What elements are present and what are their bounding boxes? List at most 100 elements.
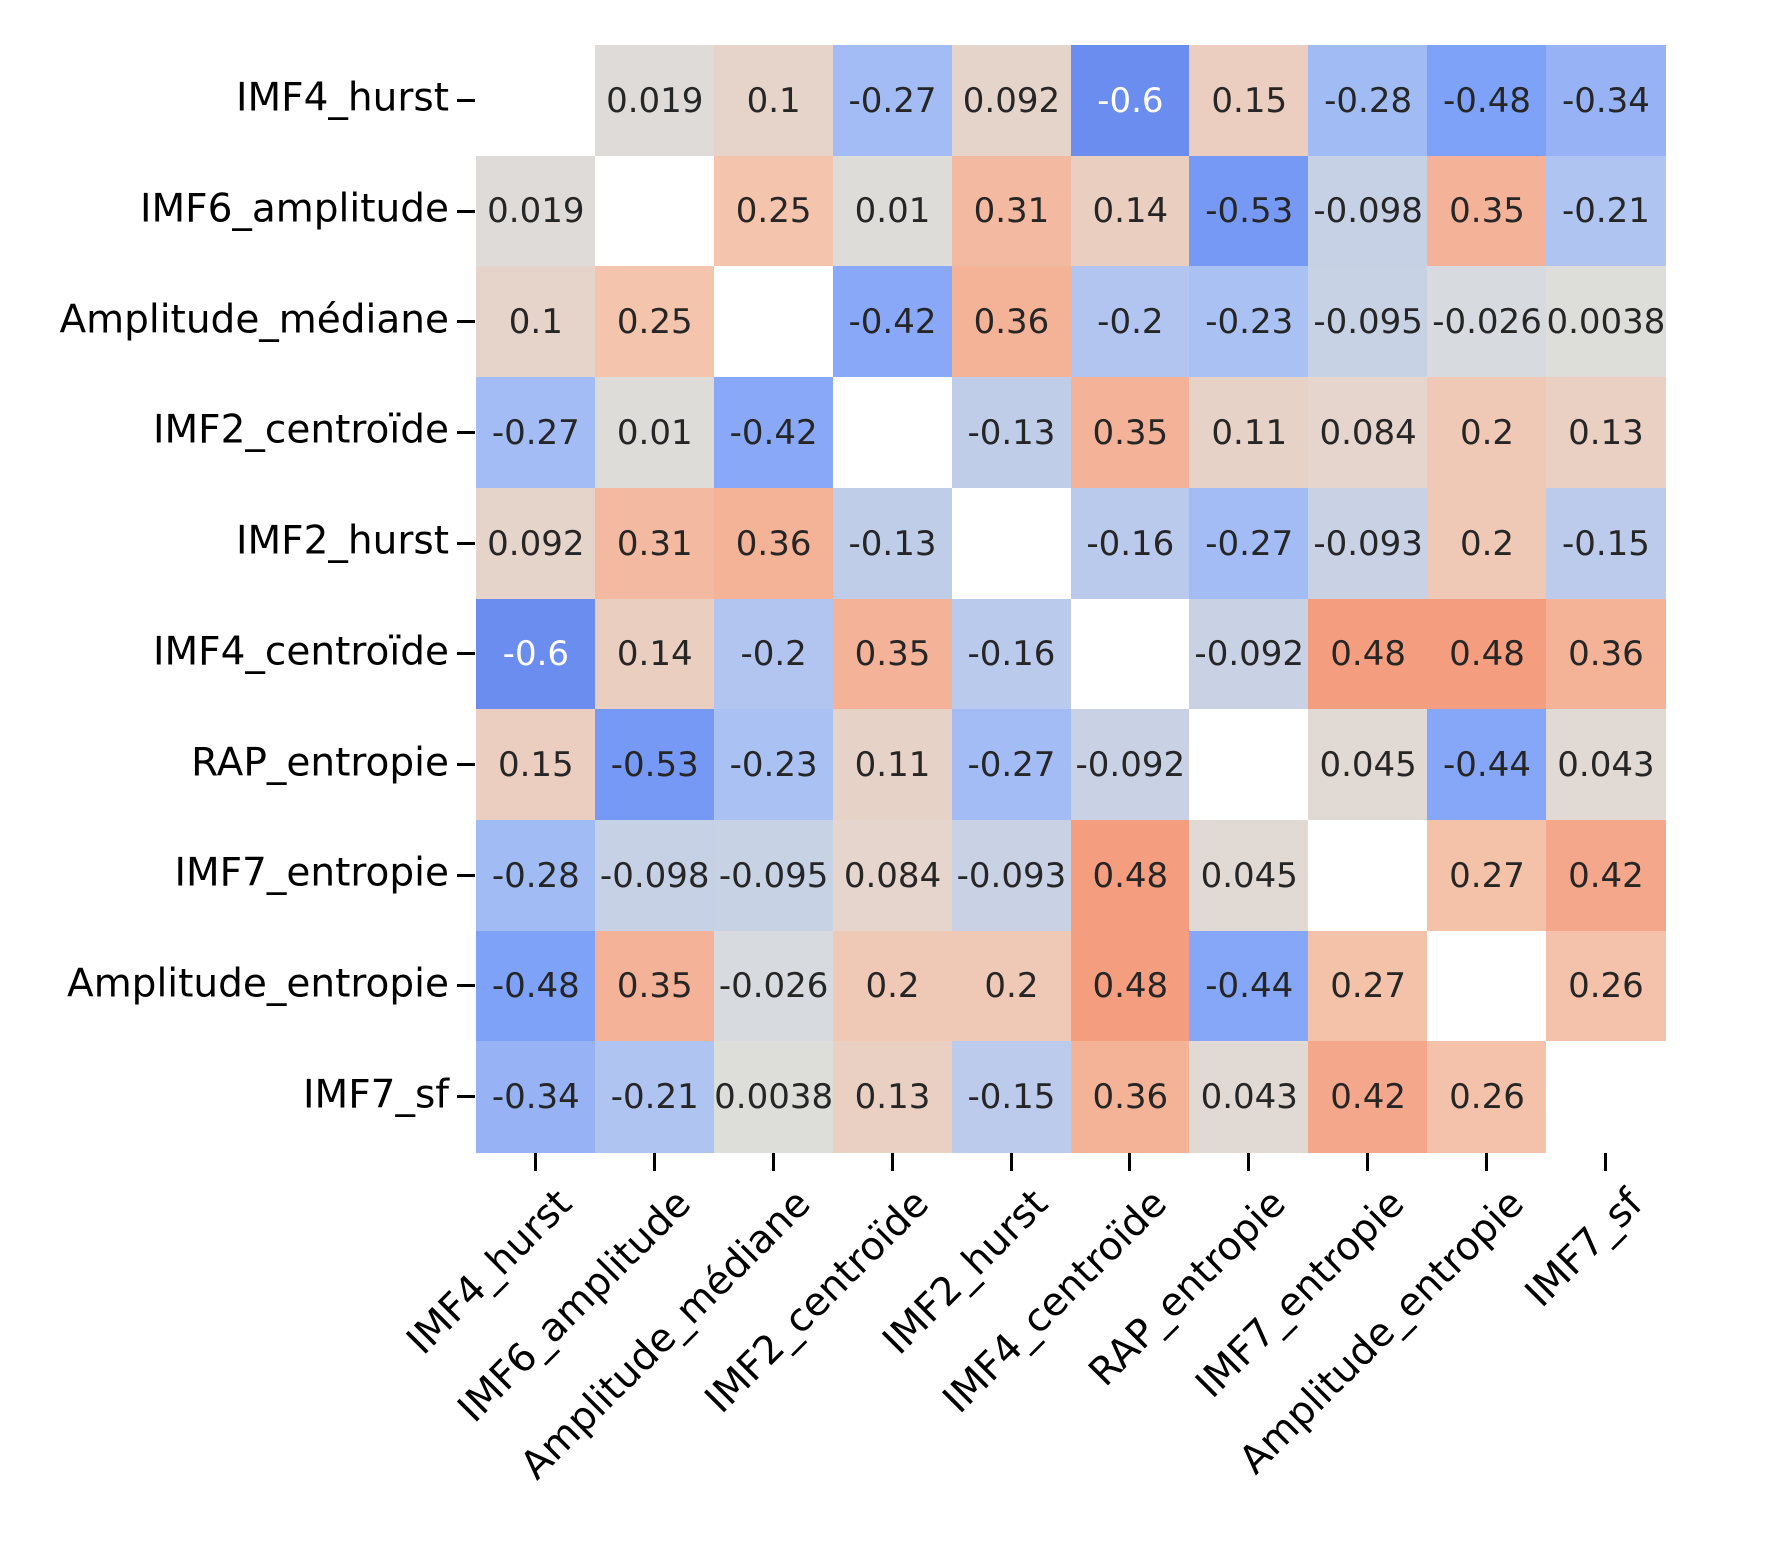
heatmap-cell: 0.084 (832, 819, 953, 932)
cell-value: 0.26 (1568, 966, 1644, 1007)
cell-value: 0.2 (865, 966, 920, 1007)
heatmap-cell: -0.44 (1189, 930, 1310, 1043)
cell-value: -0.21 (610, 1077, 699, 1118)
cell-value: 0.1 (508, 302, 563, 343)
heatmap-cell: 0.14 (1070, 155, 1191, 268)
heatmap-cell: -0.53 (594, 709, 715, 821)
y-tick-mark (457, 430, 475, 434)
cell-value: 0.26 (1449, 1077, 1525, 1118)
cell-value: 0.1 (746, 80, 801, 121)
cell-value: 0.092 (962, 80, 1061, 121)
cell-value: 0.35 (1092, 412, 1169, 453)
cell-value: 0.48 (1092, 966, 1169, 1007)
y-tick-label: IMF2_hurst (236, 518, 449, 564)
cell-value: -0.27 (967, 744, 1056, 785)
heatmap-cell: 0.2 (951, 930, 1072, 1043)
cell-value: -0.44 (1205, 966, 1294, 1007)
heatmap-cell: -0.27 (951, 709, 1072, 821)
heatmap-cell: -0.15 (1546, 487, 1666, 600)
cell-value: 0.2 (1459, 412, 1515, 453)
x-tick-label: IMF2_centroïde (696, 1181, 938, 1423)
cell-value: -0.6 (1097, 80, 1164, 121)
cell-value: -0.093 (956, 855, 1067, 896)
cell-value: 0.36 (735, 523, 812, 564)
heatmap-cell: 0.1 (476, 266, 596, 378)
x-tick-label: IMF4_centroïde (934, 1181, 1176, 1423)
y-tick-label: IMF7_entropie (174, 850, 449, 896)
heatmap-cell: 0.48 (1427, 598, 1547, 710)
cell-value: 0.27 (1330, 966, 1406, 1007)
cell-value: -0.026 (1432, 302, 1542, 343)
x-tick-mark (1485, 1153, 1489, 1171)
heatmap-cell: -0.6 (476, 598, 596, 710)
cell-value: 0.35 (1449, 191, 1525, 232)
cell-value: -0.27 (1205, 523, 1294, 564)
heatmap-cell: -0.42 (713, 377, 834, 489)
heatmap-cell: -0.23 (1189, 266, 1310, 378)
heatmap-cell: 0.092 (476, 487, 596, 600)
cell-value: 0.01 (616, 412, 693, 453)
heatmap-cell-masked (951, 487, 1072, 600)
cell-value: 0.045 (1319, 744, 1417, 785)
heatmap-cell: 0.27 (1308, 930, 1428, 1043)
heatmap-cell: 0.11 (1189, 377, 1310, 489)
heatmap-cell: 0.13 (832, 1041, 953, 1153)
y-tick-label: IMF6_amplitude (140, 186, 449, 232)
heatmap-cell: 0.0038 (1546, 266, 1666, 378)
cell-value: 0.11 (1211, 412, 1288, 453)
heatmap-cell: 0.35 (832, 598, 953, 710)
y-tick-label: IMF4_hurst (236, 76, 449, 122)
cell-value: -0.27 (848, 80, 937, 121)
cell-value: -0.13 (848, 523, 937, 564)
heatmap-cell: 0.36 (1070, 1041, 1191, 1153)
cell-value: -0.098 (1313, 191, 1423, 232)
cell-value: -0.42 (848, 302, 937, 343)
heatmap-cell: 0.092 (951, 45, 1072, 157)
cell-value: 0.045 (1200, 855, 1298, 896)
heatmap-cell-masked (476, 45, 596, 157)
cell-value: -0.16 (967, 634, 1056, 675)
y-tick-mark (457, 209, 475, 213)
heatmap-cell: 0.01 (832, 155, 953, 268)
y-tick-mark (457, 541, 475, 545)
cell-value: -0.28 (1324, 80, 1413, 121)
heatmap-cell: 0.1 (713, 45, 834, 157)
heatmap-cell: -0.092 (1189, 598, 1310, 710)
heatmap-cell: -0.026 (713, 930, 834, 1043)
heatmap-cell: 0.31 (594, 487, 715, 600)
cell-value: 0.084 (1319, 412, 1417, 453)
cell-value: 0.13 (1568, 412, 1644, 453)
cell-value: -0.53 (610, 744, 699, 785)
heatmap-cell: 0.42 (1546, 819, 1666, 932)
heatmap-cell: -0.34 (1546, 45, 1666, 157)
x-tick-mark (1009, 1153, 1013, 1171)
cell-value: -0.44 (1443, 744, 1532, 785)
cell-value: 0.2 (1459, 523, 1515, 564)
heatmap-cell: -0.098 (1308, 155, 1428, 268)
cell-value: 0.15 (497, 744, 574, 785)
cell-value: -0.092 (1194, 634, 1305, 675)
heatmap-grid: 0.019 0.1 -0.27 0.092 -0.6 0.15 -0.28 -0.48 -0.3… (476, 45, 1666, 1153)
heatmap-cell-masked (832, 377, 953, 489)
cell-value: -0.23 (729, 744, 818, 785)
cell-value: -0.28 (491, 855, 580, 896)
cell-value: -0.15 (1561, 523, 1650, 564)
cell-value: 0.48 (1330, 634, 1406, 675)
heatmap-cell: 0.11 (832, 709, 953, 821)
x-tick-mark (771, 1153, 775, 1171)
cell-value: 0.35 (616, 966, 693, 1007)
heatmap-cell: 0.48 (1070, 819, 1191, 932)
y-tick-label: Amplitude_entropie (67, 961, 449, 1007)
cell-value: 0.36 (1092, 1077, 1169, 1118)
heatmap-cell: -0.13 (951, 377, 1072, 489)
cell-value: 0.11 (854, 744, 931, 785)
heatmap-cell: 0.0038 (713, 1041, 834, 1153)
heatmap-cell-masked (594, 155, 715, 268)
cell-value: -0.48 (491, 966, 580, 1007)
heatmap-cell: -0.6 (1070, 45, 1191, 157)
heatmap-cell: -0.48 (476, 930, 596, 1043)
cell-value: 0.42 (1330, 1077, 1406, 1118)
cell-value: 0.14 (616, 634, 693, 675)
heatmap-cell: 0.36 (713, 487, 834, 600)
